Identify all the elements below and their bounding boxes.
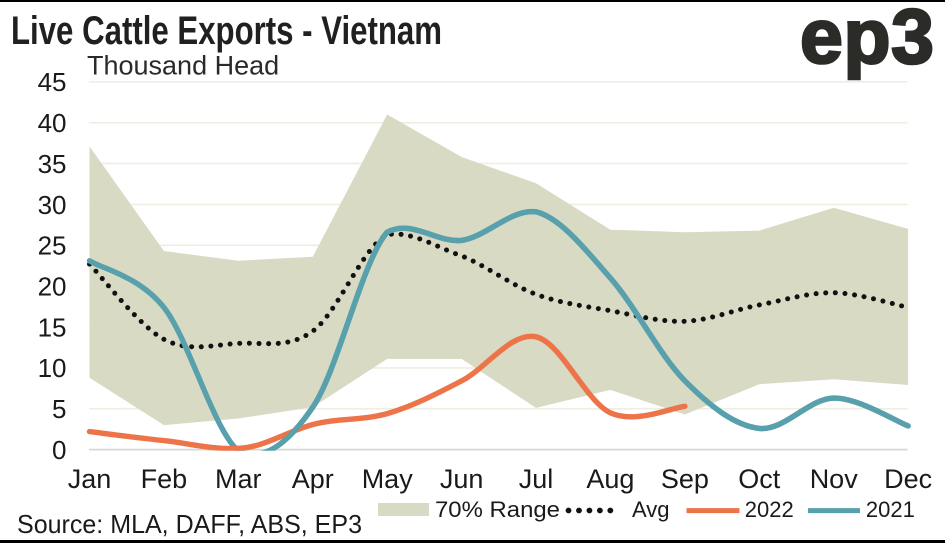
svg-text:40: 40: [38, 108, 67, 138]
svg-text:45: 45: [38, 67, 67, 97]
svg-text:Jun: Jun: [440, 464, 484, 494]
svg-text:Feb: Feb: [141, 464, 188, 494]
svg-text:30: 30: [38, 190, 67, 220]
svg-text:2021: 2021: [866, 497, 915, 522]
svg-text:Sep: Sep: [661, 464, 709, 494]
svg-text:Mar: Mar: [215, 464, 262, 494]
svg-text:Dec: Dec: [884, 464, 932, 494]
svg-text:5: 5: [52, 394, 66, 424]
svg-text:May: May: [362, 464, 414, 494]
svg-text:0: 0: [52, 435, 66, 465]
svg-text:10: 10: [38, 353, 67, 383]
svg-text:Live Cattle Exports - Vietnam: Live Cattle Exports - Vietnam: [11, 9, 442, 53]
svg-text:15: 15: [38, 312, 67, 342]
svg-text:Source: MLA, DAFF, ABS, EP3: Source: MLA, DAFF, ABS, EP3: [17, 509, 362, 539]
svg-text:Jan: Jan: [68, 464, 112, 494]
svg-text:2022: 2022: [745, 497, 794, 522]
svg-text:Nov: Nov: [810, 464, 859, 494]
svg-text:35: 35: [38, 149, 67, 179]
svg-text:Avg: Avg: [632, 497, 670, 522]
svg-text:Aug: Aug: [586, 464, 634, 494]
svg-text:Oct: Oct: [738, 464, 781, 494]
svg-text:25: 25: [38, 231, 67, 261]
svg-text:70% Range: 70% Range: [435, 497, 560, 522]
svg-text:20: 20: [38, 272, 67, 302]
svg-text:ep3: ep3: [800, 0, 934, 80]
svg-text:Thousand Head: Thousand Head: [87, 50, 279, 80]
svg-text:Jul: Jul: [519, 464, 554, 494]
svg-text:Apr: Apr: [292, 464, 334, 494]
